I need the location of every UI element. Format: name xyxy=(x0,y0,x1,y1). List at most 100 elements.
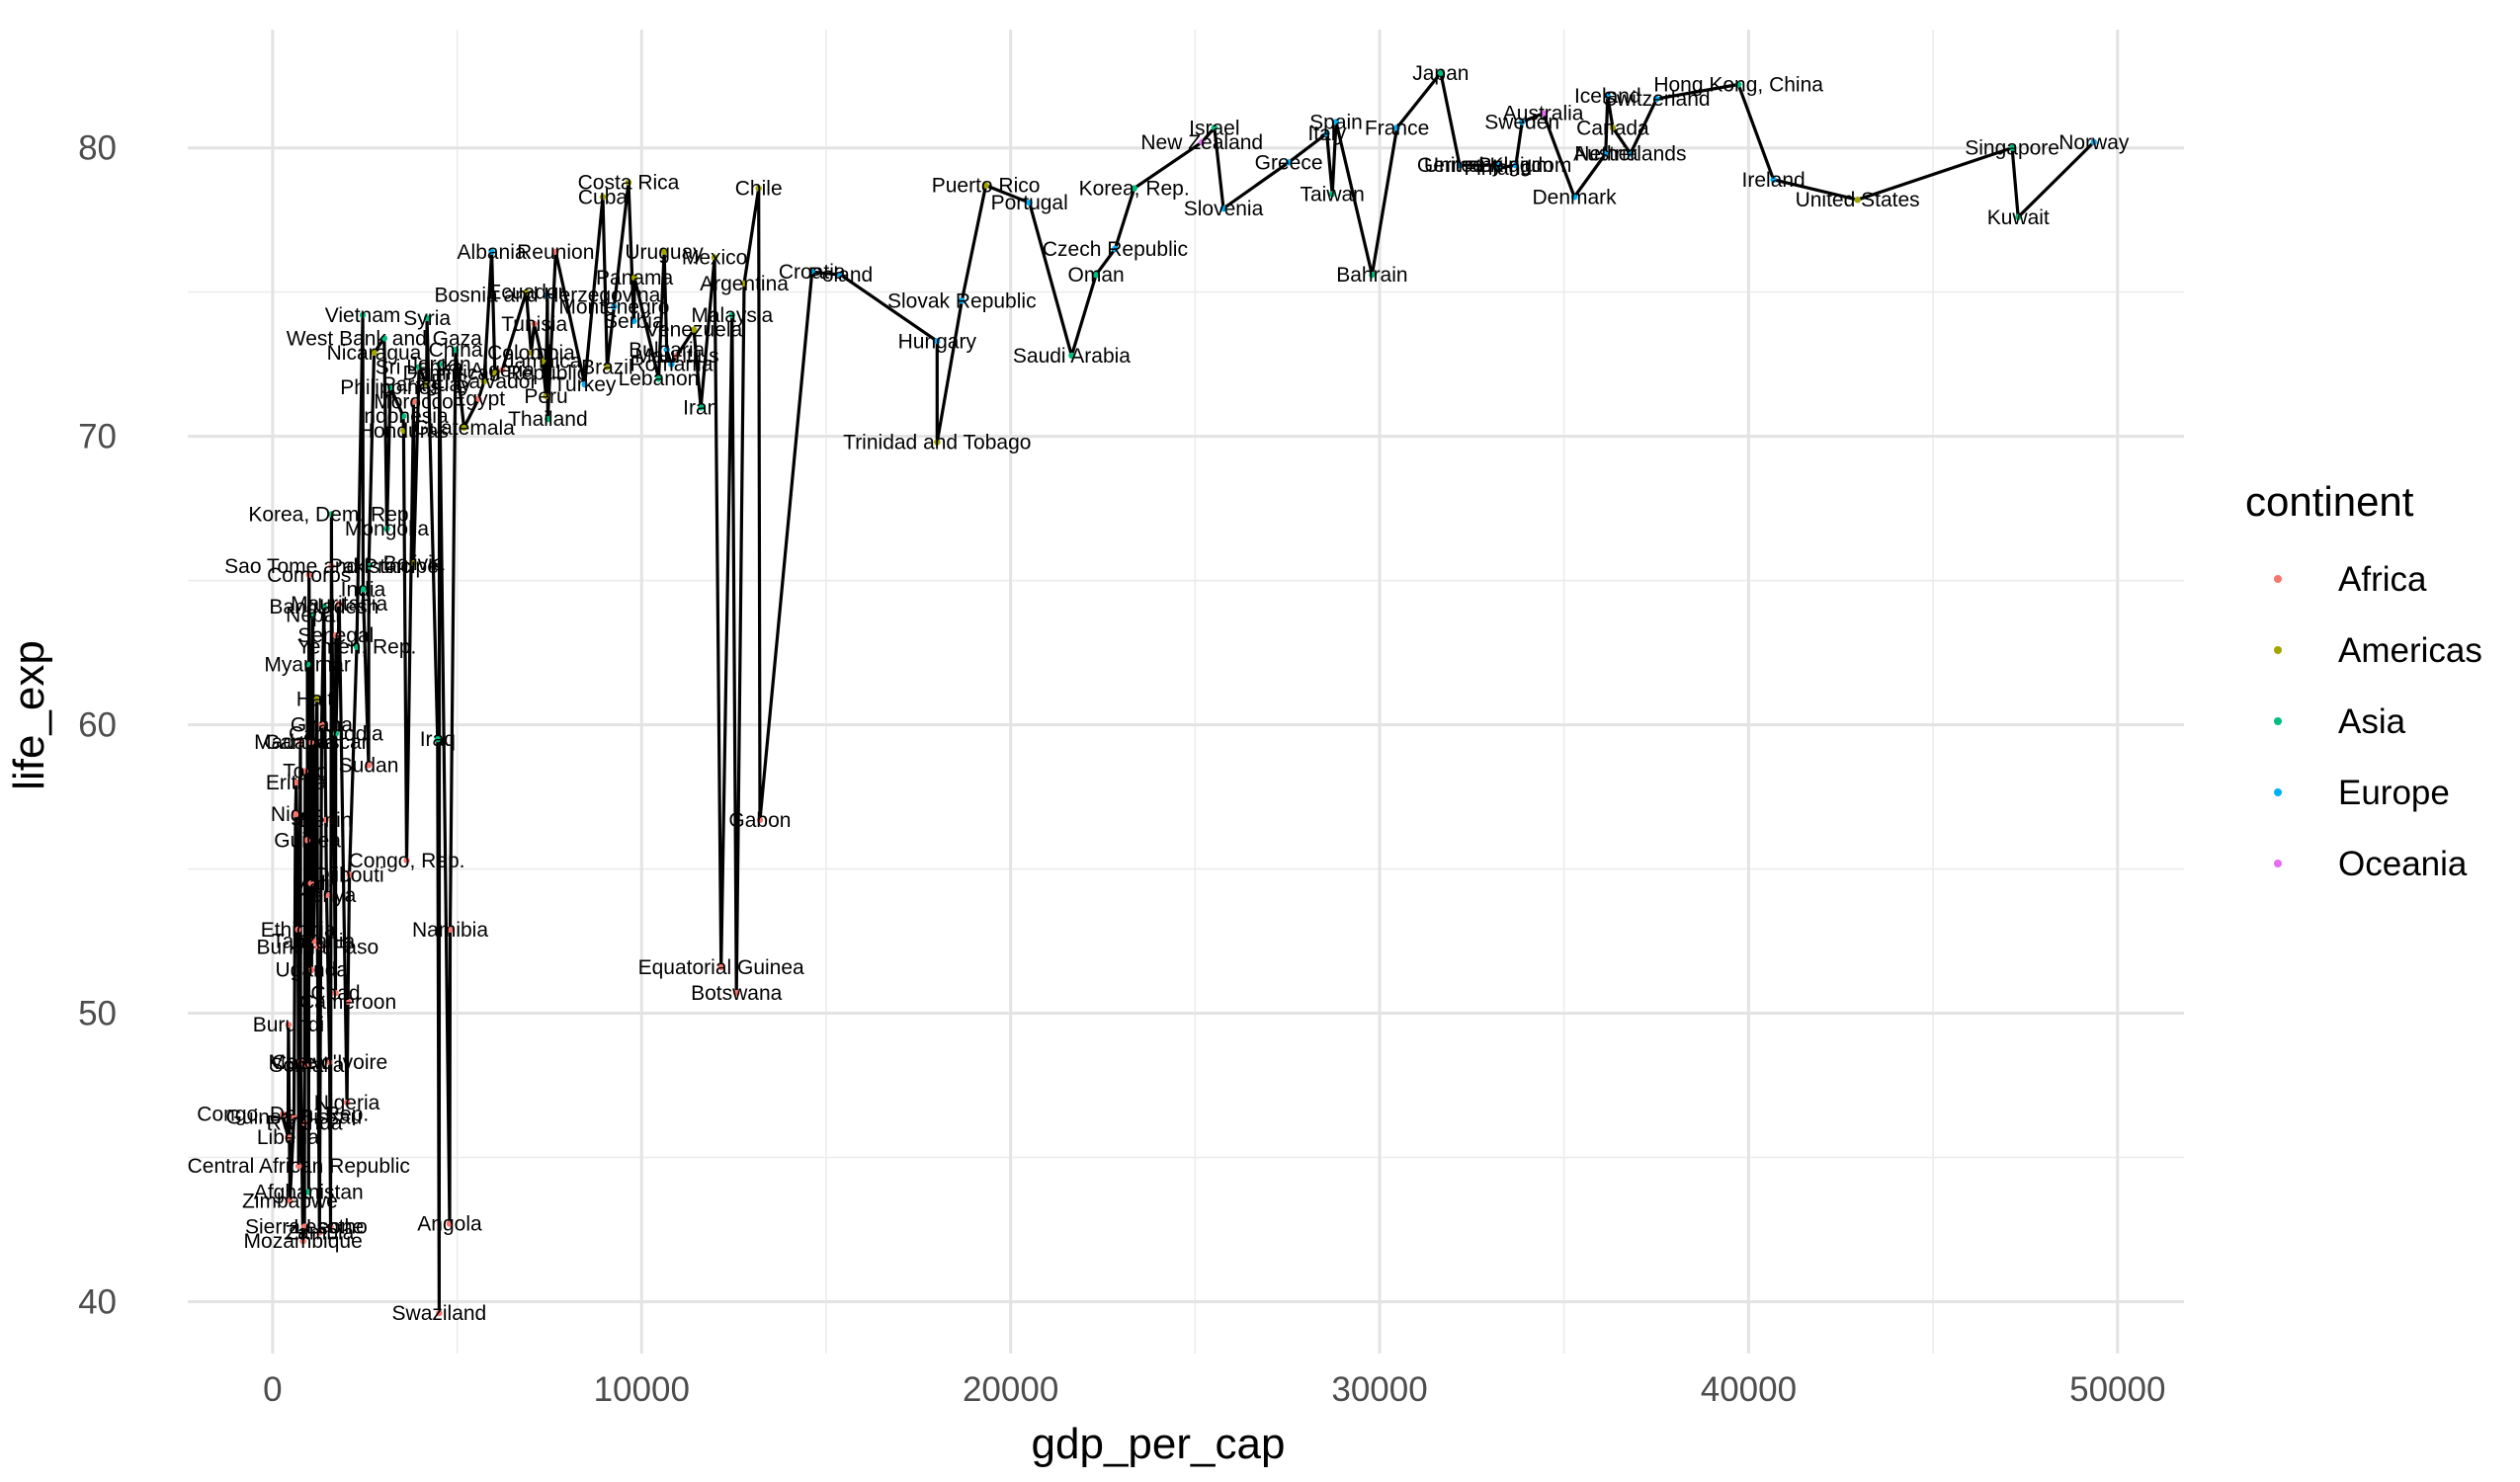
point-label: Sweden xyxy=(1484,111,1559,133)
point-label: Jamaica xyxy=(504,351,582,373)
data-point xyxy=(314,944,321,950)
data-point xyxy=(934,439,941,446)
point-label: Korea, Dem. Rep. xyxy=(248,503,414,526)
data-point xyxy=(1332,119,1340,125)
y-tick-label: 50 xyxy=(78,995,117,1033)
point-label: Mauritania xyxy=(291,593,387,616)
point-label: Sudan xyxy=(339,754,399,777)
point-labels: Congo, Dem. Rep.Liberia Burundi Zimbabwe Gu… xyxy=(188,62,2130,1325)
data-point xyxy=(310,938,317,945)
point-label: Norway xyxy=(2058,131,2130,154)
data-point xyxy=(655,375,662,382)
point-label: Puerto Rico xyxy=(932,175,1041,198)
data-point xyxy=(327,1223,334,1230)
data-point xyxy=(630,274,638,282)
data-point xyxy=(328,511,335,518)
point-label: Tanzania xyxy=(272,931,355,953)
data-point xyxy=(436,1309,443,1317)
point-label: Uruguay xyxy=(625,241,704,264)
point-label: Albania xyxy=(458,241,527,264)
point-label: Morocco xyxy=(374,391,454,414)
point-label: Switzerland xyxy=(1603,88,1711,111)
data-point xyxy=(328,562,335,570)
point-label: Czech Republic xyxy=(1043,238,1188,261)
data-points xyxy=(280,69,2097,1317)
point-label: Comoros xyxy=(267,564,351,587)
point-label: Paraguay xyxy=(382,373,471,396)
data-point xyxy=(959,297,966,304)
legend-key xyxy=(2274,788,2282,796)
data-point xyxy=(1323,129,1330,137)
data-point xyxy=(371,349,378,357)
point-label: Ghana xyxy=(291,714,353,737)
point-label: Honduras xyxy=(359,420,449,443)
data-point xyxy=(1026,199,1033,206)
legend-key xyxy=(2274,646,2282,654)
point-label: Burundi xyxy=(253,1014,324,1036)
point-label: Netherlands xyxy=(1574,143,1686,166)
data-point xyxy=(523,288,530,295)
data-point xyxy=(690,326,698,333)
data-point xyxy=(1540,110,1547,117)
point-label: Thailand xyxy=(508,408,588,431)
point-label: Ireland xyxy=(1742,169,1806,192)
data-point xyxy=(287,1197,294,1204)
point-label: Croatia xyxy=(779,261,846,284)
point-label: United Kingdom xyxy=(1424,154,1571,177)
data-point xyxy=(1518,119,1526,125)
data-point xyxy=(316,1229,323,1236)
point-label: Chile xyxy=(735,178,783,201)
point-label: Venezuela xyxy=(645,319,742,342)
point-label: Nigeria xyxy=(314,1092,380,1114)
data-point xyxy=(305,1189,312,1195)
point-label: Central African Republic xyxy=(188,1155,410,1178)
point-label: West Bank and Gaza xyxy=(287,327,482,350)
data-point xyxy=(756,816,764,824)
point-label: Congo, Rep. xyxy=(349,850,465,872)
point-label: Pakistan xyxy=(329,555,409,578)
point-label: Slovenia xyxy=(1184,198,1264,220)
point-label: Cuba xyxy=(578,186,629,208)
point-label: Turkey xyxy=(553,373,617,396)
data-point xyxy=(630,317,637,325)
data-point xyxy=(292,810,299,818)
point-label: Mongolia xyxy=(345,518,430,540)
data-point xyxy=(531,320,538,327)
point-label: China xyxy=(429,339,483,362)
data-point xyxy=(303,1061,310,1069)
point-label: Yemen, Rep. xyxy=(297,636,417,659)
data-point xyxy=(309,612,316,618)
data-point xyxy=(410,559,417,567)
point-label: Ecuador xyxy=(487,282,564,304)
point-label: Equatorial Guinea xyxy=(638,956,804,979)
point-label: Gambia xyxy=(264,731,337,754)
data-point xyxy=(1211,124,1218,131)
data-point xyxy=(326,1058,333,1066)
data-point xyxy=(296,738,304,746)
data-point xyxy=(305,571,312,578)
data-point xyxy=(285,1021,293,1029)
data-point xyxy=(625,179,632,186)
data-point xyxy=(344,998,352,1006)
point-label: Bosnia and Herzegovina xyxy=(434,285,660,307)
data-point xyxy=(353,643,361,650)
point-label: Mexico xyxy=(682,247,748,270)
data-point xyxy=(291,1113,297,1120)
point-label: Portugal xyxy=(991,192,1068,214)
data-point xyxy=(1494,164,1501,172)
point-label: Uganda xyxy=(276,959,349,982)
legend-label: Europe xyxy=(2338,774,2450,812)
point-label: Hungary xyxy=(898,330,977,353)
point-label: Egypt xyxy=(452,388,505,411)
data-point xyxy=(1328,191,1336,198)
data-point xyxy=(320,603,328,611)
data-point xyxy=(2015,213,2022,220)
point-label: Liberia xyxy=(257,1126,319,1149)
data-point xyxy=(740,280,748,288)
data-point xyxy=(313,696,320,702)
point-label: Gabon xyxy=(728,809,791,832)
point-label: Sao Tome and Principe xyxy=(224,555,439,578)
point-label: Vietnam xyxy=(325,304,401,327)
x-tick-label: 0 xyxy=(263,1370,282,1409)
point-label: Angola xyxy=(417,1213,482,1236)
